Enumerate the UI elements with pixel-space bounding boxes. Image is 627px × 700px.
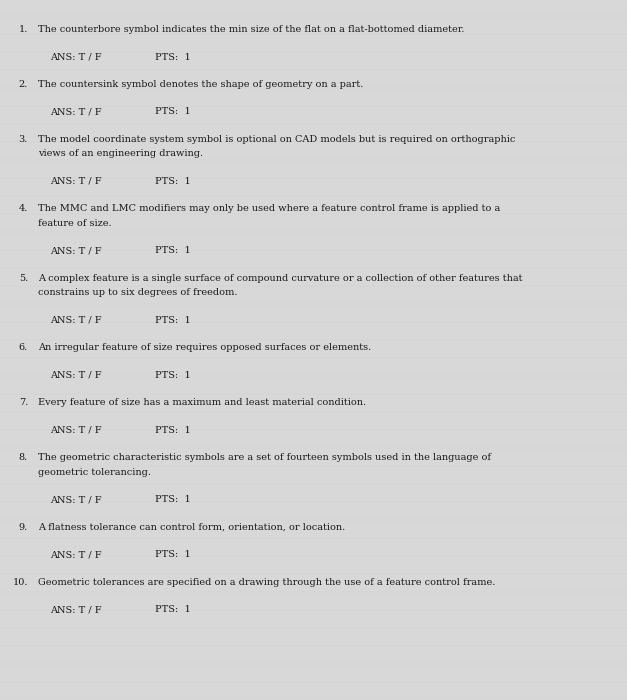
Text: ANS: T / F: ANS: T / F bbox=[50, 316, 102, 325]
Text: PTS:  1: PTS: 1 bbox=[155, 550, 191, 559]
Text: views of an engineering drawing.: views of an engineering drawing. bbox=[38, 150, 203, 158]
Text: 7.: 7. bbox=[19, 398, 28, 407]
Text: feature of size.: feature of size. bbox=[38, 219, 112, 228]
Text: PTS:  1: PTS: 1 bbox=[155, 426, 191, 435]
Text: The geometric characteristic symbols are a set of fourteen symbols used in the l: The geometric characteristic symbols are… bbox=[38, 454, 491, 463]
Text: ANS: T / F: ANS: T / F bbox=[50, 606, 102, 615]
Text: ANS: T / F: ANS: T / F bbox=[50, 426, 102, 435]
Text: PTS:  1: PTS: 1 bbox=[155, 177, 191, 186]
Text: PTS:  1: PTS: 1 bbox=[155, 316, 191, 325]
Text: ANS: T / F: ANS: T / F bbox=[50, 177, 102, 186]
Text: PTS:  1: PTS: 1 bbox=[155, 606, 191, 615]
Text: 3.: 3. bbox=[19, 135, 28, 144]
Text: 8.: 8. bbox=[19, 454, 28, 463]
Text: ANS: T / F: ANS: T / F bbox=[50, 52, 102, 62]
Text: 5.: 5. bbox=[19, 274, 28, 283]
Text: ANS: T / F: ANS: T / F bbox=[50, 371, 102, 380]
Text: 4.: 4. bbox=[19, 204, 28, 214]
Text: 9.: 9. bbox=[19, 523, 28, 532]
Text: geometric tolerancing.: geometric tolerancing. bbox=[38, 468, 151, 477]
Text: The model coordinate system symbol is optional on CAD models but is required on : The model coordinate system symbol is op… bbox=[38, 135, 515, 144]
Text: PTS:  1: PTS: 1 bbox=[155, 496, 191, 505]
Text: A flatness tolerance can control form, orientation, or location.: A flatness tolerance can control form, o… bbox=[38, 523, 345, 532]
Text: 2.: 2. bbox=[19, 80, 28, 89]
Text: Every feature of size has a maximum and least material condition.: Every feature of size has a maximum and … bbox=[38, 398, 366, 407]
Text: PTS:  1: PTS: 1 bbox=[155, 108, 191, 116]
Text: A complex feature is a single surface of compound curvature or a collection of o: A complex feature is a single surface of… bbox=[38, 274, 522, 283]
Text: PTS:  1: PTS: 1 bbox=[155, 52, 191, 62]
Text: ANS: T / F: ANS: T / F bbox=[50, 246, 102, 256]
Text: Geometric tolerances are specified on a drawing through the use of a feature con: Geometric tolerances are specified on a … bbox=[38, 578, 495, 587]
Text: 6.: 6. bbox=[19, 344, 28, 353]
Text: The counterbore symbol indicates the min size of the flat on a flat-bottomed dia: The counterbore symbol indicates the min… bbox=[38, 25, 465, 34]
Text: ANS: T / F: ANS: T / F bbox=[50, 496, 102, 505]
Text: ANS: T / F: ANS: T / F bbox=[50, 550, 102, 559]
Text: constrains up to six degrees of freedom.: constrains up to six degrees of freedom. bbox=[38, 288, 238, 298]
Text: 1.: 1. bbox=[19, 25, 28, 34]
Text: An irregular feature of size requires opposed surfaces or elements.: An irregular feature of size requires op… bbox=[38, 344, 371, 353]
Text: The countersink symbol denotes the shape of geometry on a part.: The countersink symbol denotes the shape… bbox=[38, 80, 364, 89]
Text: 10.: 10. bbox=[13, 578, 28, 587]
Text: ANS: T / F: ANS: T / F bbox=[50, 108, 102, 116]
Text: PTS:  1: PTS: 1 bbox=[155, 246, 191, 256]
Text: The MMC and LMC modifiers may only be used where a feature control frame is appl: The MMC and LMC modifiers may only be us… bbox=[38, 204, 500, 214]
Text: PTS:  1: PTS: 1 bbox=[155, 371, 191, 380]
